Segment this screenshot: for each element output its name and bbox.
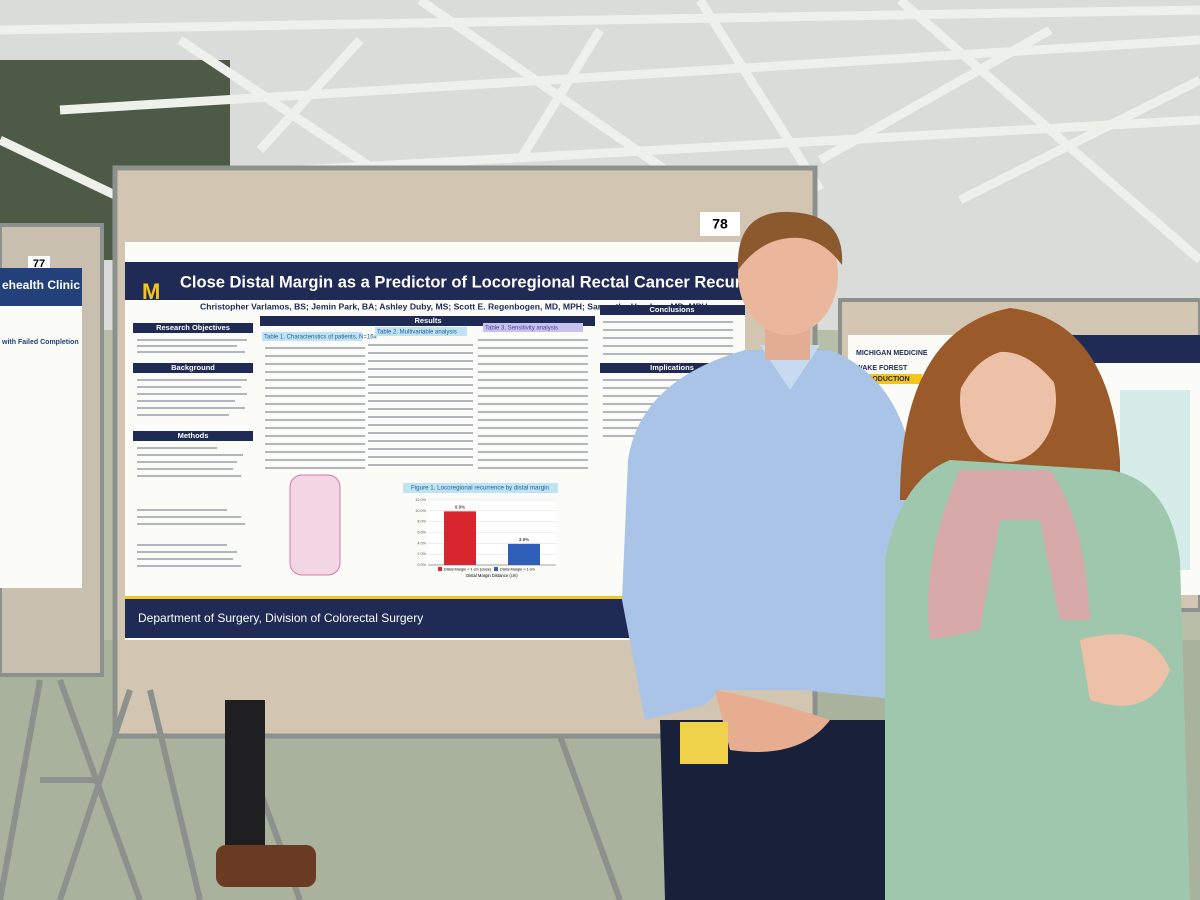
- section-header: [852, 374, 922, 384]
- section-title: INTRODUCTION: [856, 376, 910, 383]
- poster-title: ehealth Clinic: [2, 278, 80, 292]
- poster-authors: Christopher Varlamos, BS; Jemin Park, BA…: [200, 301, 708, 311]
- value-label: 9.9%: [455, 505, 465, 510]
- x-axis-label: Distal Margin Distance (cm): [466, 573, 518, 578]
- man: [622, 211, 915, 900]
- figure-header: [403, 483, 558, 493]
- section-title: Methods: [178, 431, 209, 440]
- trusses: [0, 0, 1200, 264]
- logo-text: MICHIGAN MEDICINE: [856, 350, 928, 357]
- y-tick-label: 12.0%: [415, 498, 426, 502]
- legend-swatch: [438, 567, 442, 571]
- board-number: 77: [33, 258, 45, 270]
- value-label: 3.9%: [519, 537, 529, 542]
- y-tick-label: 0.0%: [417, 563, 426, 567]
- figure: 0.0% 2.0% 4.0% 6.0% 8.0% 10.0% 12.0% 9.9% Distal…: [415, 498, 556, 578]
- section-header: [133, 431, 253, 441]
- y-tick-label: 6.0%: [417, 531, 426, 535]
- poster-footer-text: Department of Surgery, Division of Color…: [138, 611, 423, 625]
- y-tick-label: 4.0%: [417, 541, 426, 545]
- y-tick-label: 2.0%: [417, 552, 426, 556]
- table-title: Table 3. Sensitivity analysis: [485, 326, 558, 332]
- legend-swatch: [494, 567, 498, 571]
- poster-subtitle: with Failed Completion: [1, 339, 79, 346]
- anatomy-illustration: [289, 474, 341, 576]
- y-tick-label: 8.0%: [417, 520, 426, 524]
- bar: [444, 511, 476, 565]
- section-title: Background: [171, 363, 215, 372]
- easel: [0, 678, 143, 900]
- table-header: [375, 327, 467, 336]
- section-header: [133, 363, 253, 373]
- section-title: Results: [414, 316, 441, 325]
- board-number: 78: [712, 216, 728, 232]
- section-title: Conclusions: [649, 305, 694, 314]
- table-header: [262, 332, 362, 341]
- section-header: [600, 305, 745, 315]
- board-number-tag: [700, 212, 740, 236]
- easel: [57, 689, 623, 900]
- table-header: [483, 323, 583, 332]
- table-title: Table 1. Characteristics of patients, N=…: [264, 335, 378, 341]
- section-title: Implications: [650, 363, 694, 372]
- poster: [0, 268, 82, 588]
- section-header: [260, 316, 595, 326]
- legend-label: Distal Margin > 1 cm: [500, 568, 535, 572]
- table-title: Table 2. Multivariable analysis: [377, 330, 457, 336]
- section-title: Research Objectives: [156, 323, 230, 332]
- section-header: [133, 323, 253, 333]
- legend-label: Distal Margin < 1 cm (close): [444, 568, 492, 572]
- poster-header: [0, 268, 82, 306]
- bar: [508, 543, 540, 565]
- figure-title: Figure 1. Locoregional recurrence by dis…: [411, 485, 549, 492]
- section-header: [600, 363, 745, 373]
- person-legs: [225, 700, 265, 850]
- shoe: [216, 845, 316, 887]
- footer-stripe: [125, 596, 745, 599]
- logo-text: WAKE FOREST: [856, 365, 908, 372]
- poster-title: Close Distal Margin as a Predictor of Lo…: [180, 273, 785, 291]
- logo: M: [142, 279, 160, 304]
- woman: [885, 308, 1190, 900]
- y-tick-label: 10.0%: [415, 509, 426, 513]
- poster-header: [125, 262, 745, 300]
